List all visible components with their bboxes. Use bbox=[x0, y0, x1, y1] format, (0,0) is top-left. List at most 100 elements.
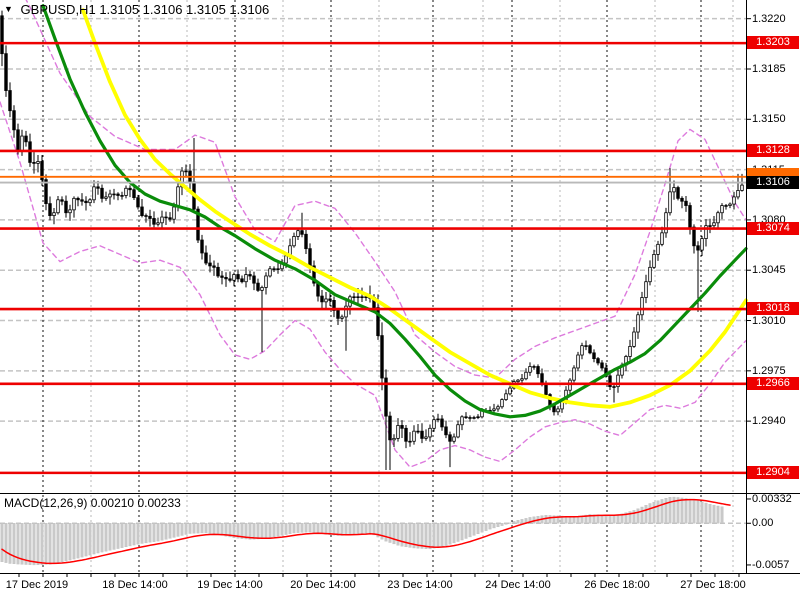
candle-body bbox=[684, 200, 688, 206]
macd-histogram-bar bbox=[268, 523, 272, 538]
macd-histogram-bar bbox=[440, 523, 444, 547]
macd-histogram-bar bbox=[96, 523, 100, 554]
candle-body bbox=[728, 203, 732, 206]
candle-body bbox=[0, 15, 4, 55]
macd-name: MACD(12,26,9) bbox=[4, 496, 88, 510]
candle-body bbox=[156, 222, 160, 225]
candle-body bbox=[644, 281, 648, 298]
candle-body bbox=[76, 197, 80, 201]
macd-histogram-bar bbox=[316, 523, 320, 534]
macd-histogram-bar bbox=[392, 523, 396, 545]
candle-body bbox=[636, 314, 640, 333]
candle-body bbox=[712, 222, 716, 227]
macd-histogram-bar bbox=[572, 516, 576, 524]
time-axis-label: 20 Dec 14:00 bbox=[290, 579, 356, 591]
macd-histogram-bar bbox=[504, 523, 508, 525]
candle-body bbox=[628, 345, 632, 357]
candle-body bbox=[640, 297, 644, 316]
macd-histogram-bar bbox=[720, 506, 724, 524]
candle-body bbox=[168, 217, 172, 220]
candle-body bbox=[496, 406, 500, 410]
candle-body bbox=[116, 193, 120, 196]
candle-body bbox=[268, 268, 272, 277]
macd-histogram-bar bbox=[180, 523, 184, 536]
macd-histogram-bar bbox=[200, 523, 204, 534]
macd-histogram-bar bbox=[656, 500, 660, 524]
candle-body bbox=[124, 187, 128, 196]
candle-body bbox=[324, 298, 328, 303]
candle-body bbox=[384, 377, 388, 417]
candle-body bbox=[456, 424, 460, 438]
macd-histogram-bar bbox=[48, 523, 52, 565]
macd-histogram-bar bbox=[84, 523, 88, 557]
candle-body bbox=[444, 426, 448, 436]
orange-line-axis-marker bbox=[747, 167, 799, 179]
candle-body bbox=[4, 53, 8, 91]
candle-body bbox=[212, 265, 216, 268]
candle-body bbox=[596, 358, 600, 364]
macd-histogram-bar bbox=[424, 523, 428, 549]
macd-histogram-bar bbox=[44, 523, 48, 565]
macd-tick-label: 0.00 bbox=[752, 517, 774, 530]
candle-body bbox=[196, 208, 200, 241]
macd-histogram-bar bbox=[616, 514, 620, 524]
candle-body bbox=[136, 197, 140, 208]
price-tick-label: 1.3185 bbox=[752, 62, 786, 75]
candle-body bbox=[656, 243, 660, 255]
macd-histogram-bar bbox=[464, 523, 468, 539]
candle-body bbox=[436, 418, 440, 421]
candle-body bbox=[448, 434, 452, 442]
macd-histogram-bar bbox=[140, 523, 144, 544]
macd-histogram-bar bbox=[184, 523, 188, 535]
current-price-badge: 1.3106 bbox=[747, 175, 799, 189]
candle-body bbox=[308, 248, 312, 267]
macd-histogram-bar bbox=[240, 523, 244, 539]
candle-body bbox=[276, 268, 280, 270]
candle-body bbox=[236, 274, 240, 280]
candle-body bbox=[404, 427, 408, 442]
level-price-badge: 1.3203 bbox=[747, 36, 799, 50]
candle-body bbox=[148, 215, 152, 219]
candle-body bbox=[120, 195, 124, 197]
macd-histogram-bar bbox=[452, 523, 456, 544]
candle-body bbox=[344, 305, 348, 318]
candle-body bbox=[60, 199, 64, 202]
macd-histogram-bar bbox=[36, 523, 40, 566]
candle-body bbox=[736, 190, 740, 198]
macd-histogram-bar bbox=[276, 523, 280, 537]
candle-body bbox=[400, 425, 404, 429]
macd-histogram-bar bbox=[72, 523, 76, 560]
candle-body bbox=[104, 196, 108, 199]
candle-body bbox=[540, 373, 544, 384]
candle-body bbox=[668, 191, 672, 214]
macd-histogram-bar bbox=[640, 506, 644, 524]
macd-histogram-bar bbox=[92, 523, 96, 555]
macd-histogram-bar bbox=[128, 523, 132, 547]
candle-body bbox=[20, 135, 24, 152]
candle-body bbox=[592, 352, 596, 360]
candle-body bbox=[64, 200, 68, 214]
candle-body bbox=[724, 205, 728, 207]
candle-body bbox=[632, 331, 636, 347]
macd-histogram-bar bbox=[396, 523, 400, 546]
macd-histogram-bar bbox=[168, 523, 172, 539]
candle-body bbox=[600, 362, 604, 369]
macd-histogram-bar bbox=[560, 515, 564, 524]
candle-body bbox=[696, 245, 700, 251]
macd-histogram-bar bbox=[420, 523, 424, 549]
macd-histogram-bar bbox=[124, 523, 128, 548]
candle-body bbox=[392, 437, 396, 441]
candle-body bbox=[616, 374, 620, 388]
candle-body bbox=[208, 262, 212, 267]
macd-histogram-bar bbox=[312, 523, 316, 533]
candle-body bbox=[24, 135, 28, 143]
time-axis-label: 24 Dec 14:00 bbox=[485, 579, 551, 591]
macd-histogram-bar bbox=[288, 523, 292, 534]
macd-histogram-bar bbox=[600, 514, 604, 524]
candle-body bbox=[152, 218, 156, 225]
candle-body bbox=[264, 275, 268, 288]
candle-body bbox=[376, 307, 380, 337]
candle-body bbox=[296, 230, 300, 237]
candle-body bbox=[56, 199, 60, 214]
